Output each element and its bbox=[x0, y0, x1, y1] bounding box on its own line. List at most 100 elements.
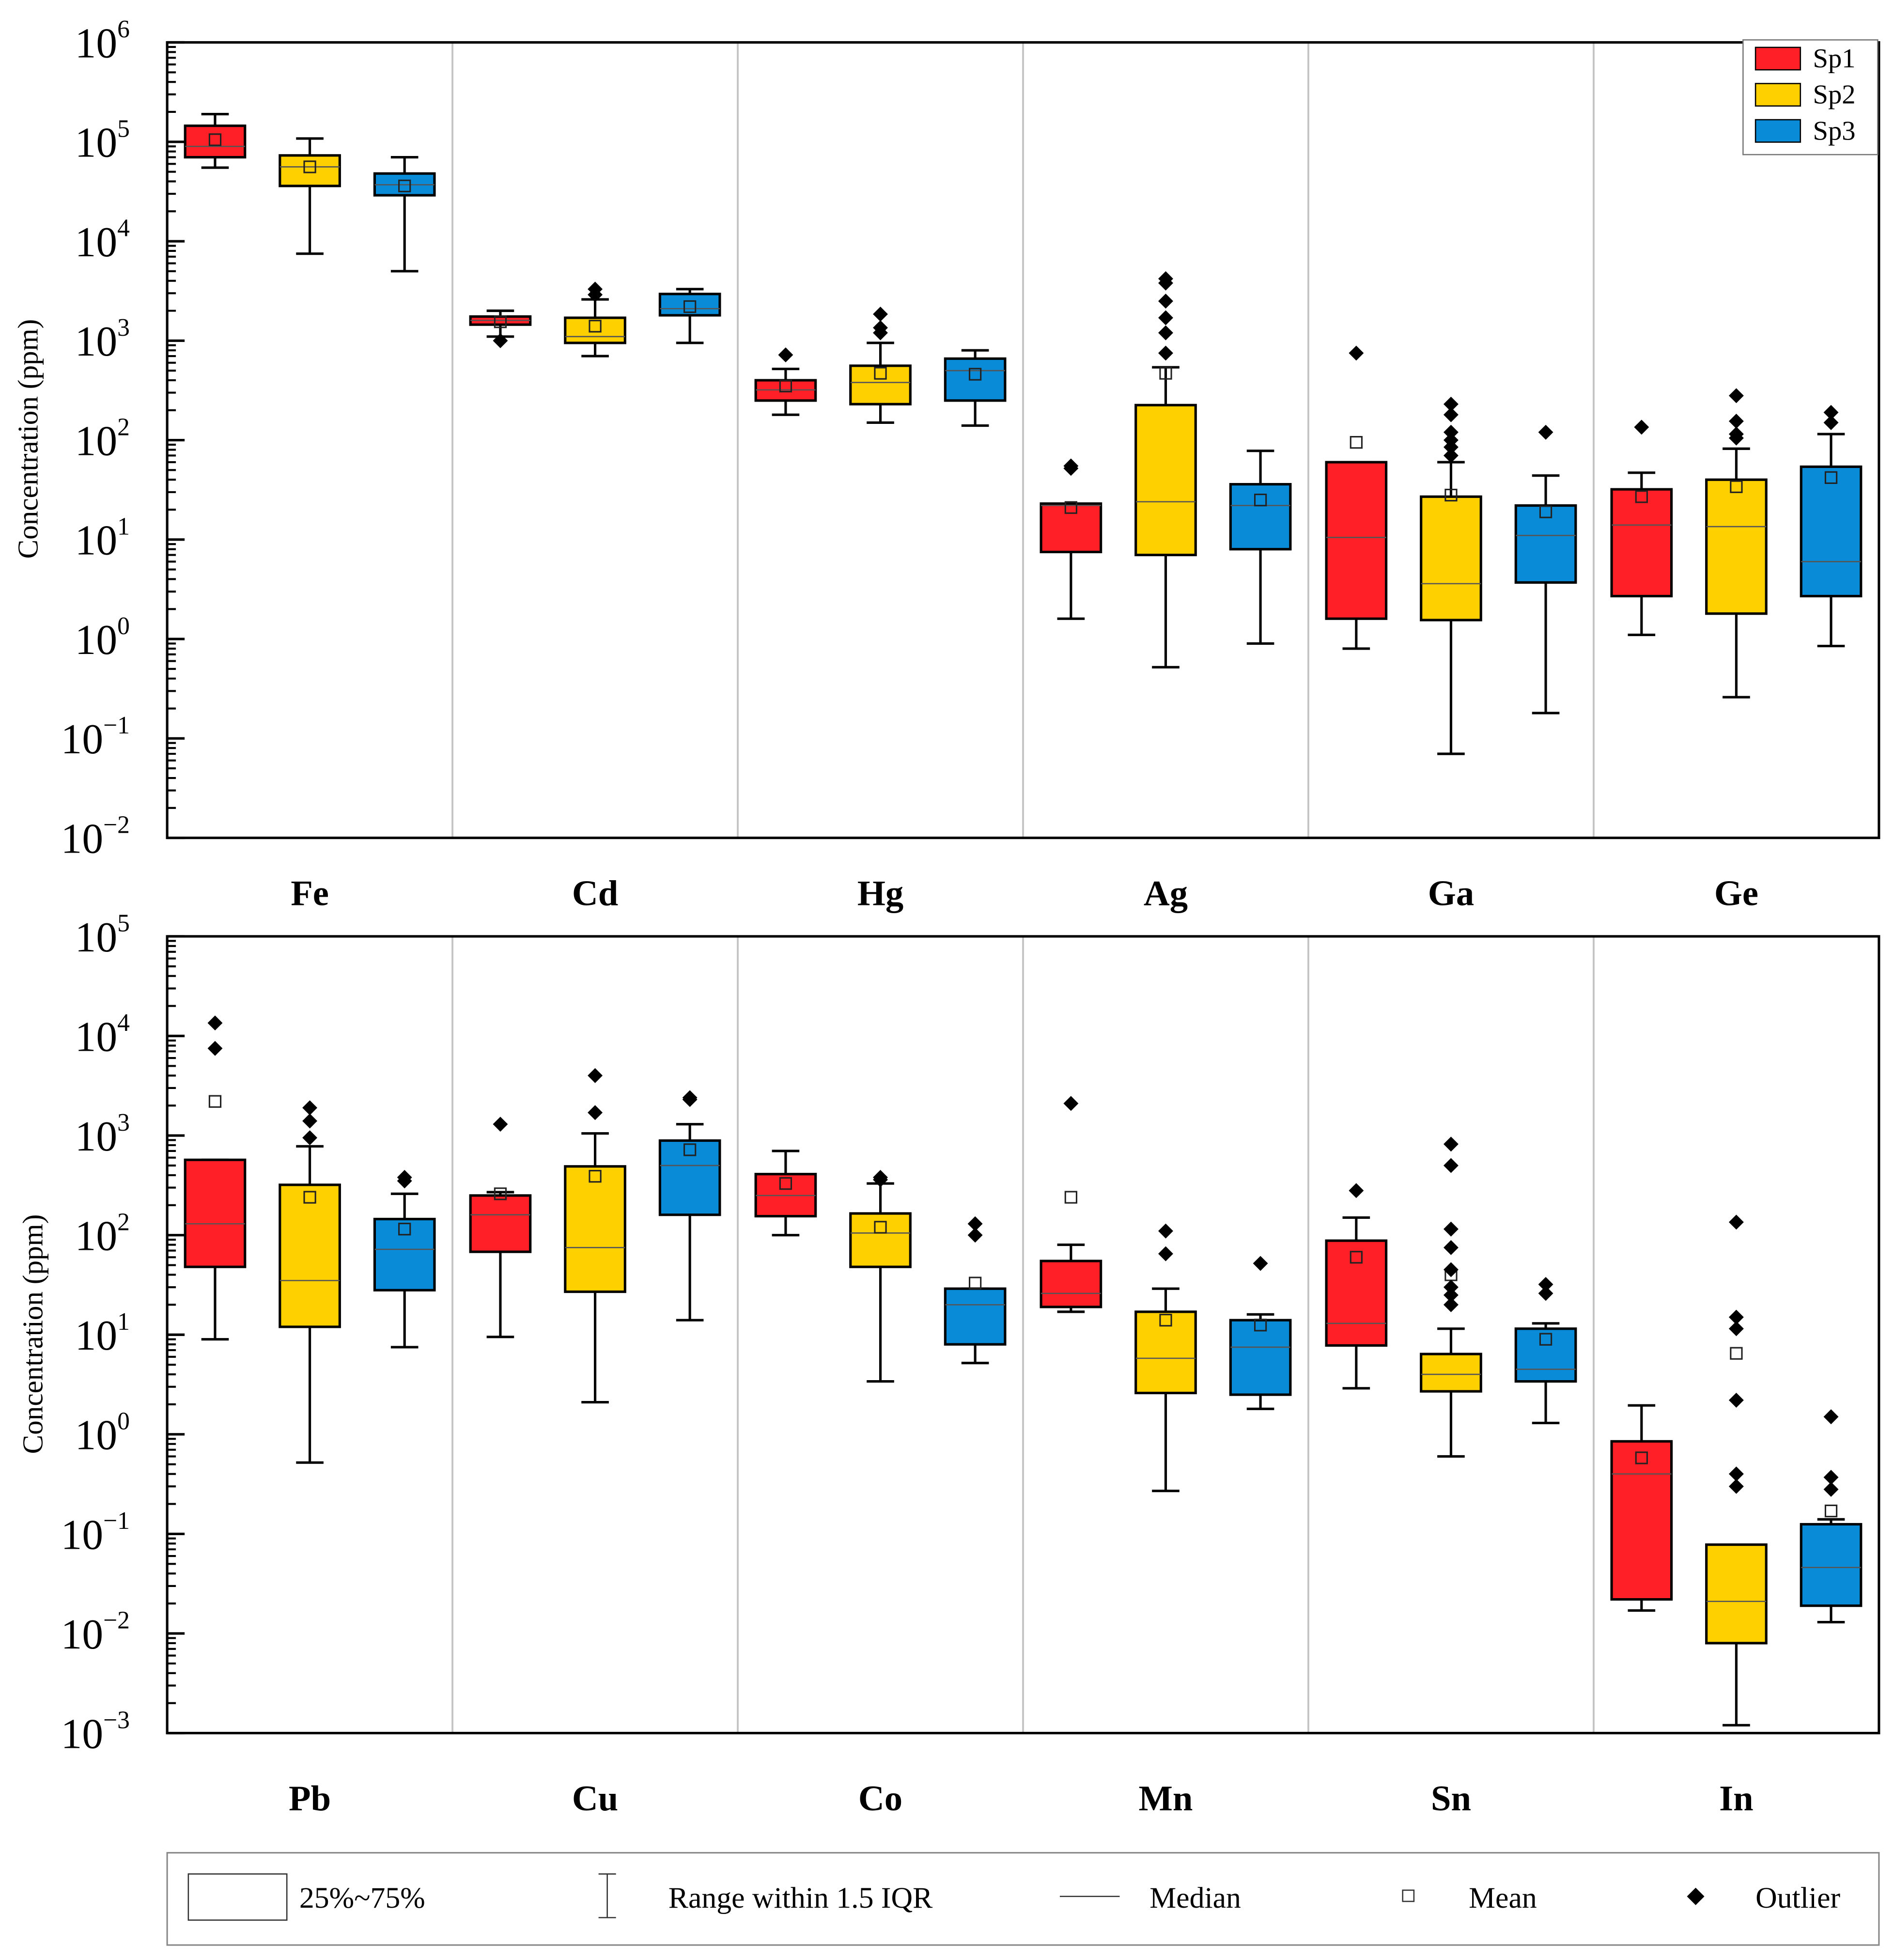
top-tick-label: 102 bbox=[75, 413, 130, 464]
bottom-category-label: Sn bbox=[1431, 1778, 1471, 1819]
bottom-tick-label: 10−3 bbox=[61, 1706, 130, 1757]
iqr-box bbox=[373, 1217, 436, 1291]
top-tick-label: 106 bbox=[75, 16, 130, 66]
outlier-marker bbox=[302, 1130, 318, 1146]
box-fe-sp2 bbox=[279, 137, 341, 255]
outlier-marker bbox=[1158, 271, 1173, 286]
top-tick-label: 100 bbox=[75, 612, 130, 663]
bottom-tick-label: 100 bbox=[75, 1408, 130, 1459]
box-in-sp1 bbox=[1610, 1404, 1673, 1612]
key-box-symbol bbox=[187, 1873, 288, 1921]
box-hg-sp3 bbox=[944, 349, 1007, 427]
iqr-box bbox=[184, 1158, 247, 1268]
mean-marker bbox=[1539, 505, 1552, 518]
mean-marker bbox=[208, 1095, 222, 1108]
legend-swatch-sp2 bbox=[1754, 83, 1801, 107]
bottom-ylabel: Concentration (ppm) bbox=[17, 1214, 49, 1454]
outlier-marker bbox=[1823, 415, 1839, 430]
top-category-label: Cd bbox=[572, 873, 618, 914]
box-pb-sp3 bbox=[373, 1170, 436, 1349]
outlier-marker bbox=[1444, 1136, 1459, 1152]
outlier-marker bbox=[1444, 396, 1459, 412]
key-mean-symbol bbox=[1402, 1889, 1415, 1902]
box-hg-sp1 bbox=[754, 347, 817, 416]
mean-marker bbox=[874, 1221, 887, 1234]
outlier-marker bbox=[1728, 1214, 1744, 1230]
outlier-marker bbox=[1728, 1321, 1744, 1337]
mean-marker bbox=[589, 1170, 602, 1183]
iqr-box bbox=[1134, 1310, 1197, 1395]
outlier-marker bbox=[1444, 1297, 1459, 1312]
mean-marker bbox=[589, 320, 602, 333]
mean-marker bbox=[1064, 501, 1078, 514]
top-category-label: Ga bbox=[1428, 873, 1474, 914]
top-panel: Concentration (ppm) 10610510410310210110… bbox=[12, 16, 1880, 914]
outlier-marker bbox=[778, 347, 793, 363]
iqr-box bbox=[1800, 1523, 1863, 1607]
outlier-marker bbox=[1728, 388, 1744, 404]
outlier-marker bbox=[1444, 1221, 1459, 1237]
box-sn-sp2 bbox=[1420, 1136, 1482, 1458]
outlier-marker bbox=[302, 1113, 318, 1129]
box-ga-sp1 bbox=[1325, 345, 1388, 650]
outlier-marker bbox=[1158, 294, 1173, 309]
mean-marker bbox=[779, 1177, 792, 1190]
outlier-marker bbox=[1634, 420, 1649, 435]
key-outlier-symbol bbox=[1687, 1887, 1705, 1905]
box-ga-sp2 bbox=[1420, 396, 1482, 755]
box-ag-sp1 bbox=[1040, 458, 1102, 620]
mean-marker bbox=[1539, 1333, 1552, 1346]
bottom-frame bbox=[166, 935, 1880, 1735]
outlier-marker bbox=[588, 1068, 603, 1083]
mean-marker bbox=[303, 160, 316, 173]
bottom-panel: Concentration (ppm) 10510410310210110010… bbox=[17, 910, 1880, 1819]
box-pb-sp2 bbox=[279, 1100, 341, 1464]
mean-marker bbox=[1350, 436, 1363, 449]
top-category-label: Fe bbox=[291, 873, 329, 914]
outlier-marker bbox=[873, 1170, 888, 1185]
mean-marker bbox=[1350, 1251, 1363, 1264]
key-legend-frame bbox=[166, 1852, 1880, 1946]
mean-marker bbox=[1254, 1319, 1267, 1332]
box-ga-sp3 bbox=[1514, 424, 1577, 715]
bottom-tick-label: 10−2 bbox=[61, 1607, 130, 1658]
mean-marker bbox=[1730, 1347, 1743, 1360]
iqr-box bbox=[944, 357, 1007, 402]
bottom-tick-label: 103 bbox=[75, 1109, 130, 1160]
outlier-marker bbox=[682, 1090, 698, 1105]
iqr-box bbox=[1420, 495, 1482, 622]
box-cd-sp1 bbox=[469, 309, 532, 348]
outlier-marker bbox=[1063, 1096, 1079, 1111]
outlier-marker bbox=[1728, 1392, 1744, 1408]
iqr-box bbox=[279, 154, 341, 187]
outlier-marker bbox=[1444, 448, 1459, 463]
legend-swatch-sp3 bbox=[1754, 119, 1801, 143]
bottom-category-label: Co bbox=[858, 1778, 902, 1819]
mean-marker bbox=[494, 1187, 507, 1200]
outlier-marker bbox=[1444, 407, 1459, 422]
iqr-box bbox=[1325, 461, 1388, 620]
box-sn-sp3 bbox=[1514, 1276, 1577, 1424]
outlier-marker bbox=[588, 1105, 603, 1120]
key-box-label: 25%~75% bbox=[299, 1882, 425, 1914]
box-cu-sp2 bbox=[564, 1068, 626, 1404]
iqr-box bbox=[1134, 404, 1197, 557]
outlier-marker bbox=[1158, 325, 1173, 341]
box-co-sp3 bbox=[944, 1216, 1007, 1365]
mean-marker bbox=[968, 368, 982, 381]
outlier-marker bbox=[1823, 1482, 1839, 1497]
iqr-box bbox=[1610, 488, 1673, 598]
iqr-box bbox=[1420, 1353, 1482, 1393]
iqr-box bbox=[1705, 1543, 1768, 1645]
iqr-box bbox=[658, 1139, 721, 1216]
bottom-tick-label: 105 bbox=[75, 910, 130, 961]
mean-marker bbox=[208, 133, 222, 146]
outlier-marker bbox=[493, 1117, 508, 1132]
top-tick-label: 101 bbox=[75, 513, 130, 564]
outlier-marker bbox=[302, 1100, 318, 1116]
box-cd-sp3 bbox=[658, 288, 721, 344]
mean-marker bbox=[1635, 490, 1648, 503]
outlier-marker bbox=[1158, 1223, 1173, 1239]
iqr-box bbox=[1705, 478, 1768, 615]
